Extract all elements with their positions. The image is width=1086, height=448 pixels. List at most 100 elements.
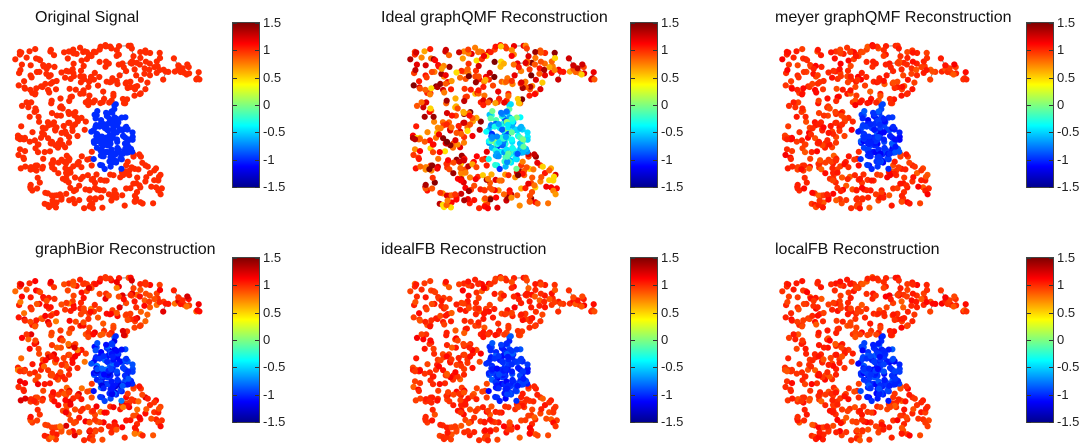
graph-node [431, 114, 437, 120]
graph-node [108, 311, 114, 317]
graph-node [496, 153, 502, 159]
graph-node [524, 277, 530, 283]
graph-node [424, 129, 430, 135]
graph-node [830, 177, 836, 183]
graph-node [553, 191, 559, 197]
graph-node [821, 113, 827, 119]
graph-node [838, 61, 844, 67]
graph-node [413, 281, 419, 287]
graph-node [903, 182, 909, 188]
graph-node [32, 323, 38, 329]
graph-node [538, 282, 544, 288]
colorbar-tick [233, 187, 237, 188]
graph-node [114, 145, 120, 151]
graph-node [845, 79, 851, 85]
colorbar-tick [631, 105, 635, 106]
graph-node [520, 376, 526, 382]
graph-node [455, 337, 461, 343]
graph-node [520, 381, 526, 387]
graph-node [902, 166, 908, 172]
graph-node [488, 281, 494, 287]
graph-node [63, 409, 69, 415]
graph-node [579, 71, 585, 77]
graph-node [908, 71, 914, 77]
graph-node [487, 70, 493, 76]
graph-node [870, 110, 876, 116]
graph-node [834, 86, 840, 92]
graph-node [158, 423, 164, 429]
graph-node [120, 172, 126, 178]
graph-node [33, 85, 39, 91]
graph-node [877, 93, 883, 99]
graph-node [881, 279, 887, 285]
graph-node [132, 425, 138, 431]
graph-node [137, 91, 143, 97]
graph-node [868, 410, 874, 416]
graph-node [123, 311, 129, 317]
graph-node [848, 205, 854, 211]
graph-node [515, 404, 521, 410]
graph-node [37, 289, 43, 295]
graph-node [508, 427, 514, 433]
graph-node [125, 159, 131, 165]
colorbar-tick [653, 367, 657, 368]
graph-node [887, 96, 893, 102]
colorbar-tick-label: -1.5 [1057, 415, 1079, 429]
graph-node [147, 72, 153, 78]
graph-node [70, 47, 76, 53]
graph-node [498, 342, 504, 348]
graph-node [196, 69, 202, 75]
graph-node [103, 43, 109, 49]
graph-node [461, 330, 467, 336]
colorbar [630, 22, 658, 188]
graph-node [504, 391, 510, 397]
graph-node [538, 291, 544, 297]
graph-node [89, 162, 95, 168]
graph-node [414, 294, 420, 300]
graph-node [857, 205, 863, 211]
graph-node [50, 389, 56, 395]
graph-node [496, 385, 502, 391]
graph-node [86, 285, 92, 291]
graph-node [496, 121, 502, 127]
colorbar-tick [1027, 50, 1031, 51]
graph-node [476, 73, 482, 79]
graph-node [113, 333, 119, 339]
graph-node [110, 93, 116, 99]
graph-node [903, 151, 909, 157]
graph-node [845, 408, 851, 414]
graph-node [80, 49, 86, 55]
colorbar-tick [1049, 285, 1053, 286]
graph-node [114, 361, 120, 367]
graph-node [87, 419, 93, 425]
colorbar [232, 257, 260, 423]
graph-node [57, 191, 63, 197]
graph-node [828, 355, 834, 361]
colorbar-tick [255, 367, 259, 368]
graph-node [791, 287, 797, 293]
graph-node [845, 396, 851, 402]
graph-node [482, 195, 488, 201]
graph-node [870, 43, 876, 49]
graph-node [541, 67, 547, 73]
graph-node [130, 413, 136, 419]
graph-node [899, 66, 905, 72]
graph-node [505, 172, 511, 178]
graph-node [129, 396, 135, 402]
graph-node [78, 164, 84, 170]
graph-node [473, 164, 479, 170]
graph-node [887, 328, 893, 334]
graph-node [855, 361, 861, 367]
graph-node [66, 352, 72, 358]
graph-node [118, 398, 124, 404]
colorbar-tick [1027, 78, 1031, 79]
graph-node [512, 304, 518, 310]
graph-node [449, 345, 455, 351]
graph-node [461, 372, 467, 378]
subplot-panel: graphBior Reconstruction [8, 238, 348, 448]
graph-node [466, 420, 472, 426]
graph-node [868, 178, 874, 184]
graph-node [881, 361, 887, 367]
graph-node [108, 366, 114, 372]
graph-node [516, 296, 522, 302]
